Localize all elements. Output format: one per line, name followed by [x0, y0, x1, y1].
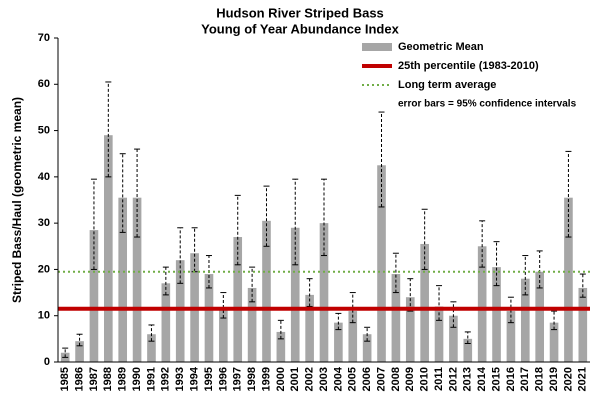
x-tick-label: 2005 [347, 367, 359, 391]
bar [132, 197, 142, 362]
x-tick-label: 2014 [476, 366, 488, 391]
legend-swatch [362, 43, 392, 51]
x-tick-label: 2020 [562, 367, 574, 391]
x-tick-label: 2003 [318, 367, 330, 391]
bar [75, 341, 84, 362]
y-tick-label: 50 [38, 124, 50, 136]
x-tick-label: 2015 [490, 367, 502, 391]
x-tick-label: 1990 [131, 367, 143, 391]
bar [377, 165, 386, 362]
x-tick-label: 2004 [332, 366, 344, 391]
bar [535, 271, 544, 362]
bar [118, 197, 128, 362]
bar [391, 274, 401, 362]
bar [420, 243, 429, 362]
bar [449, 315, 458, 362]
bar [89, 230, 99, 362]
bar [492, 267, 501, 362]
legend-label: Long term average [398, 79, 496, 91]
x-tick-label: 1998 [246, 367, 258, 391]
y-axis-label: Striped Bass/Haul (geometric mean) [10, 97, 24, 303]
x-tick-label: 1985 [59, 367, 71, 391]
x-tick-label: 2017 [519, 367, 531, 391]
x-tick-label: 1988 [102, 367, 114, 391]
x-tick-label: 2000 [275, 367, 287, 391]
legend-label: Geometric Mean [398, 41, 484, 53]
bar [305, 294, 314, 362]
bar [161, 283, 171, 362]
bar [564, 197, 573, 362]
x-tick-label: 1989 [117, 367, 129, 391]
bar [290, 227, 300, 362]
y-tick-label: 60 [38, 78, 50, 90]
bar [578, 287, 588, 362]
y-tick-label: 20 [38, 263, 50, 275]
x-tick-label: 2016 [505, 367, 517, 391]
x-tick-label: 1994 [189, 366, 201, 391]
bar [247, 287, 257, 362]
bar [175, 260, 185, 362]
x-tick-label: 1995 [203, 367, 215, 391]
x-tick-label: 1993 [174, 367, 186, 391]
bar [219, 308, 228, 362]
y-tick-label: 40 [38, 171, 50, 183]
x-tick-label: 2011 [433, 367, 445, 391]
bar [334, 322, 343, 362]
x-tick-label: 2002 [304, 367, 316, 391]
bar [276, 331, 286, 362]
x-tick-label: 1996 [217, 367, 229, 391]
bar [362, 334, 372, 362]
bar [506, 311, 516, 362]
x-tick-label: 2006 [361, 367, 373, 391]
x-tick-label: 1997 [232, 367, 244, 391]
x-tick-label: 1991 [145, 367, 157, 391]
bar [477, 246, 487, 362]
x-tick-label: 1999 [260, 367, 272, 391]
x-tick-label: 1986 [73, 367, 85, 391]
legend-label: 25th percentile (1983-2010) [398, 60, 539, 72]
y-tick-label: 10 [38, 310, 50, 322]
x-tick-label: 2018 [534, 367, 546, 391]
y-tick-label: 0 [44, 356, 50, 368]
bar [233, 237, 243, 362]
y-tick-label: 30 [38, 217, 50, 229]
x-tick-label: 2010 [419, 367, 431, 391]
x-tick-label: 2019 [548, 367, 560, 391]
bar [147, 334, 156, 362]
x-tick-label: 2007 [375, 367, 387, 391]
bar [463, 338, 473, 362]
x-tick-label: 2021 [577, 367, 589, 391]
x-tick-label: 2008 [390, 367, 402, 391]
bar [319, 223, 329, 362]
bar [204, 274, 214, 362]
x-tick-label: 1987 [88, 367, 100, 391]
bar [262, 220, 271, 362]
legend-note: error bars = 95% confidence intervals [398, 99, 577, 110]
bar [348, 311, 358, 362]
bar [405, 297, 415, 362]
chart-subtitle: Young of Year Abundance Index [201, 21, 399, 36]
y-tick-label: 70 [38, 32, 50, 44]
bar [434, 306, 444, 362]
x-tick-label: 2001 [289, 367, 301, 391]
x-tick-label: 2013 [462, 367, 474, 391]
bar [520, 278, 530, 362]
bar [549, 322, 559, 362]
x-tick-label: 2009 [404, 367, 416, 391]
chart-title: Hudson River Striped Bass [216, 5, 384, 20]
x-tick-label: 2012 [447, 367, 459, 391]
x-tick-label: 1992 [160, 367, 172, 391]
bar [104, 135, 113, 362]
